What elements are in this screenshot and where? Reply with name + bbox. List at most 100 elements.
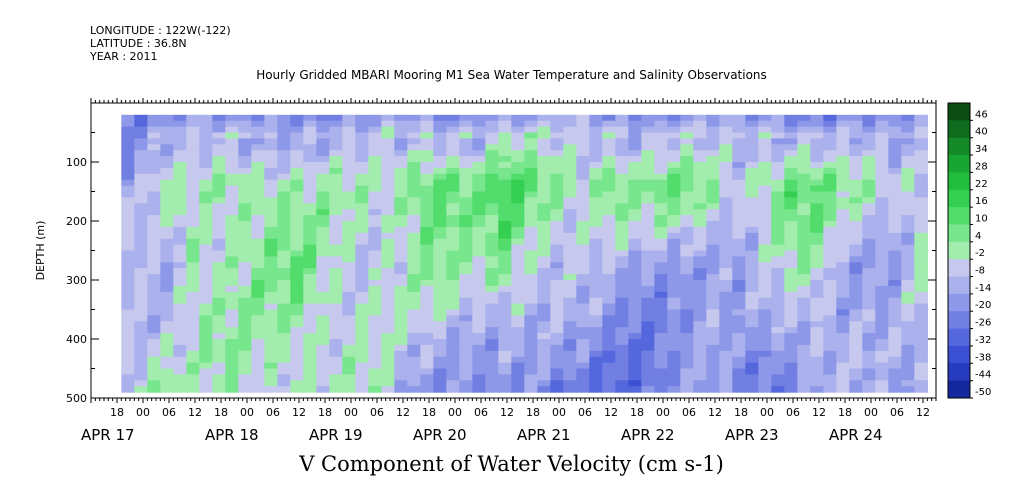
heatmap-cell — [446, 303, 460, 311]
heatmap-cell — [199, 185, 213, 193]
heatmap-cell — [732, 126, 746, 134]
heatmap-cell — [524, 162, 538, 169]
heatmap-cell — [446, 167, 460, 175]
heatmap-cell — [160, 350, 174, 358]
heatmap-cell — [719, 333, 733, 340]
heatmap-cell — [758, 303, 772, 311]
heatmap-cell — [238, 280, 252, 287]
heatmap-cell — [147, 185, 161, 193]
heatmap-cell — [433, 221, 447, 228]
heatmap-cell — [212, 191, 226, 198]
heatmap-cell — [160, 333, 174, 340]
heatmap-cell — [654, 386, 668, 393]
heatmap-cell — [238, 262, 252, 269]
heatmap-cell — [173, 386, 187, 393]
heatmap-cell — [277, 256, 291, 263]
heatmap-cell — [719, 386, 733, 393]
heatmap-cell — [238, 132, 252, 139]
heatmap-cell — [264, 179, 278, 187]
heatmap-cell — [511, 114, 525, 122]
heatmap-cell — [511, 386, 525, 393]
heatmap-cell — [810, 226, 824, 234]
heatmap-cell — [277, 339, 291, 346]
heatmap-cell — [862, 221, 876, 228]
heatmap-cell — [329, 226, 343, 234]
heatmap-cell — [732, 344, 746, 352]
heatmap-cell — [771, 386, 785, 393]
heatmap-cell — [693, 344, 707, 352]
heatmap-cell — [290, 339, 304, 346]
heatmap-cell — [173, 268, 187, 275]
heatmap-cell — [199, 291, 213, 299]
heatmap-cell — [472, 126, 486, 134]
heatmap-cell — [498, 250, 512, 257]
heatmap-cell — [849, 368, 863, 375]
heatmap-cell — [823, 167, 837, 175]
heatmap-cell — [290, 327, 304, 334]
heatmap-cell — [745, 368, 759, 375]
heatmap-cell — [836, 386, 850, 393]
heatmap-cell — [186, 350, 200, 358]
heatmap-cell — [823, 374, 837, 381]
heatmap-cell — [654, 197, 668, 204]
heatmap-cell — [849, 179, 863, 187]
heatmap-cell — [563, 321, 577, 328]
heatmap-cell — [745, 167, 759, 175]
heatmap-cell — [810, 274, 824, 281]
heatmap-cell — [914, 333, 928, 340]
heatmap-cell — [823, 368, 837, 375]
heatmap-cell — [225, 232, 239, 240]
heatmap-cell — [823, 156, 837, 163]
heatmap-cell — [238, 268, 252, 275]
heatmap-cell — [225, 114, 239, 122]
heatmap-cell — [342, 291, 356, 299]
heatmap-cell — [290, 203, 304, 210]
heatmap-cell — [771, 315, 785, 322]
heatmap-cell — [368, 386, 382, 393]
heatmap-cell — [836, 339, 850, 346]
heatmap-cell — [771, 280, 785, 287]
heatmap-cell — [758, 138, 772, 145]
heatmap-cell — [615, 203, 629, 210]
heatmap-cell — [615, 374, 629, 381]
heatmap-cell — [615, 132, 629, 139]
heatmap-cell — [407, 344, 421, 352]
heatmap-cell — [875, 374, 889, 381]
heatmap-cell — [251, 203, 265, 210]
heatmap-cell — [121, 368, 135, 375]
heatmap-cell — [420, 333, 434, 340]
heatmap-cell — [784, 209, 798, 216]
heatmap-cell — [537, 215, 551, 222]
heatmap-cell — [225, 344, 239, 352]
heatmap-cell — [342, 297, 356, 305]
heatmap-cell — [784, 315, 798, 322]
heatmap-cell — [576, 262, 590, 269]
heatmap-cell — [589, 350, 603, 358]
heatmap-cell — [498, 185, 512, 193]
x-hour-tick-label: 12 — [500, 406, 514, 419]
heatmap-cell — [888, 386, 902, 393]
heatmap-cell — [771, 144, 785, 151]
heatmap-cell — [537, 132, 551, 139]
heatmap-cell — [355, 132, 369, 139]
heatmap-cell — [706, 209, 720, 216]
heatmap-cell — [147, 303, 161, 311]
heatmap-cell — [654, 350, 668, 358]
heatmap-cell — [394, 162, 408, 169]
heatmap-cell — [563, 297, 577, 305]
heatmap-cell — [784, 333, 798, 340]
heatmap-cell — [381, 150, 395, 157]
heatmap-cell — [836, 132, 850, 139]
heatmap-cell — [641, 203, 655, 210]
heatmap-cell — [719, 114, 733, 122]
heatmap-cell — [888, 303, 902, 311]
heatmap-cell — [654, 179, 668, 187]
heatmap-cell — [628, 274, 642, 281]
heatmap-cell — [381, 291, 395, 299]
heatmap-cell — [589, 215, 603, 222]
heatmap-cell — [485, 197, 499, 204]
heatmap-cell — [238, 232, 252, 240]
heatmap-cell — [342, 362, 356, 370]
heatmap-cell — [368, 368, 382, 375]
heatmap-cell — [472, 262, 486, 269]
